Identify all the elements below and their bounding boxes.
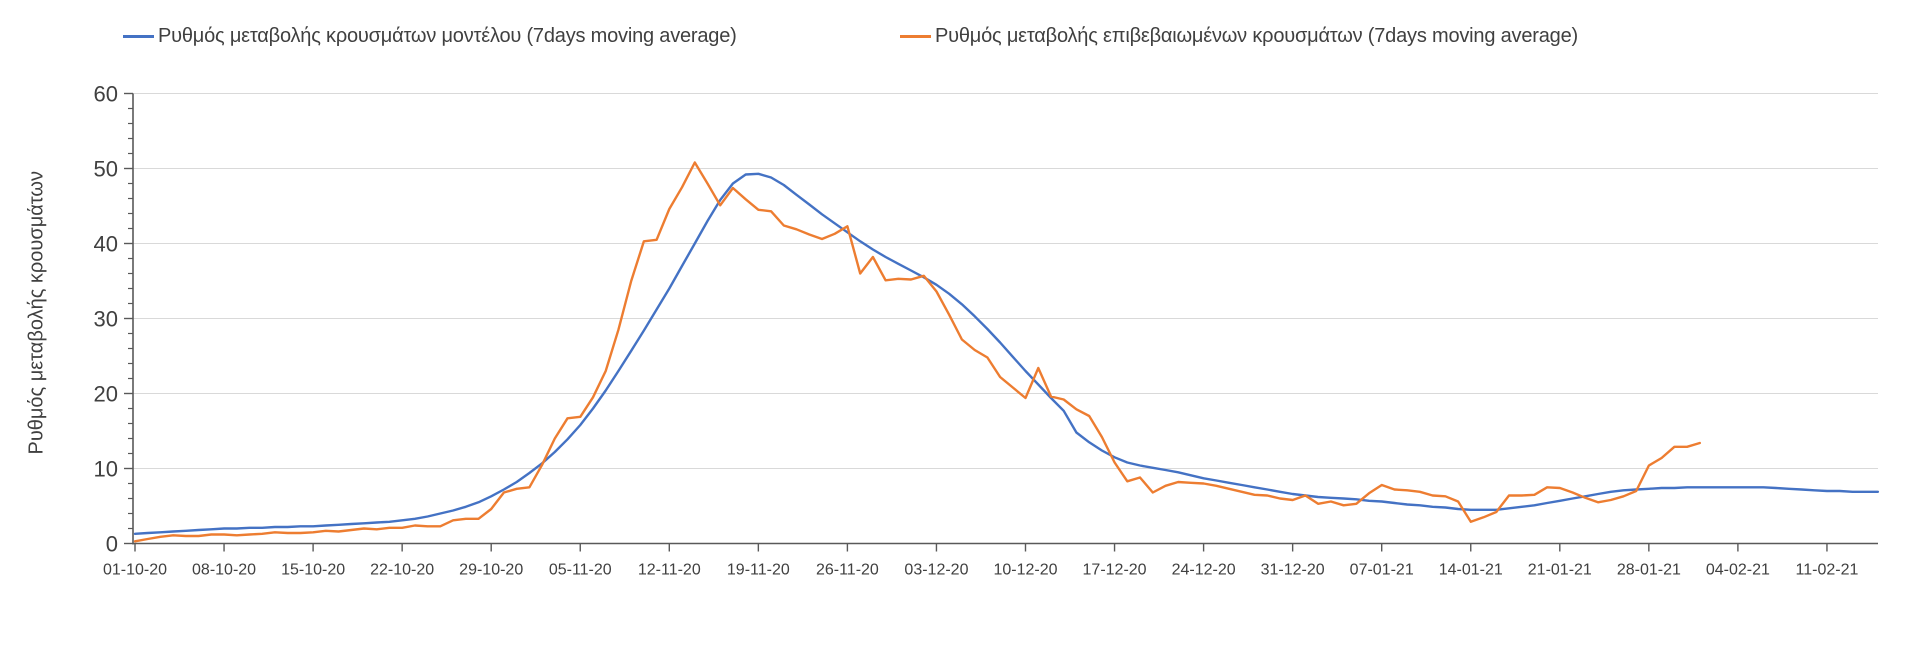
series-line-model [133,172,1880,535]
y-tick-label: 50 [94,157,118,182]
y-tick-label: 40 [94,232,118,257]
y-tick-label: 0 [106,532,118,557]
x-tick-label: 08-10-20 [192,562,256,579]
legend-line-orange-icon [900,34,931,38]
x-tick-label: 04-02-21 [1706,562,1770,579]
legend-item-model: Ρυθμός μεταβολής κρουσμάτων μοντέλου (7d… [123,24,737,48]
x-tick-label: 26-11-20 [816,562,879,579]
legend-line-blue-icon [123,34,154,38]
legend-label-model: Ρυθμός μεταβολής κρουσμάτων μοντέλου (7d… [158,24,737,47]
x-tick-label: 12-11-20 [638,562,701,579]
x-tick-label: 03-12-20 [904,562,968,579]
x-tick-label: 31-12-20 [1261,562,1325,579]
x-tick-label: 11-02-21 [1796,562,1859,579]
x-tick-label: 14-01-21 [1439,562,1503,579]
y-tick-label: 10 [94,457,118,482]
legend-item-confirmed: Ρυθμός μεταβολής επιβεβαιωμένων κρουσμάτ… [900,24,1578,48]
y-tick-label: 60 [94,82,118,107]
y-tick-label: 20 [94,382,118,407]
x-tick-label: 17-12-20 [1083,562,1147,579]
y-axis-title: Ρυθμός μεταβολής κρουσμάτων [25,170,48,455]
x-tick-label: 10-12-20 [993,562,1057,579]
y-tick-label: 30 [94,307,118,332]
x-tick-label: 15-10-20 [281,562,345,579]
x-tick-label: 29-10-20 [459,562,523,579]
series-line-confirmed [133,161,1702,543]
x-tick-label: 05-11-20 [549,562,612,579]
x-tick-label: 19-11-20 [727,562,790,579]
x-tick-label: 21-01-21 [1528,562,1592,579]
x-tick-label: 01-10-20 [103,562,167,579]
x-tick-label: 28-01-21 [1617,562,1681,579]
legend-label-confirmed: Ρυθμός μεταβολής επιβεβαιωμένων κρουσμάτ… [935,24,1578,47]
x-tick-label: 07-01-21 [1350,562,1414,579]
x-tick-label: 24-12-20 [1172,562,1236,579]
x-tick-label: 22-10-20 [370,562,434,579]
